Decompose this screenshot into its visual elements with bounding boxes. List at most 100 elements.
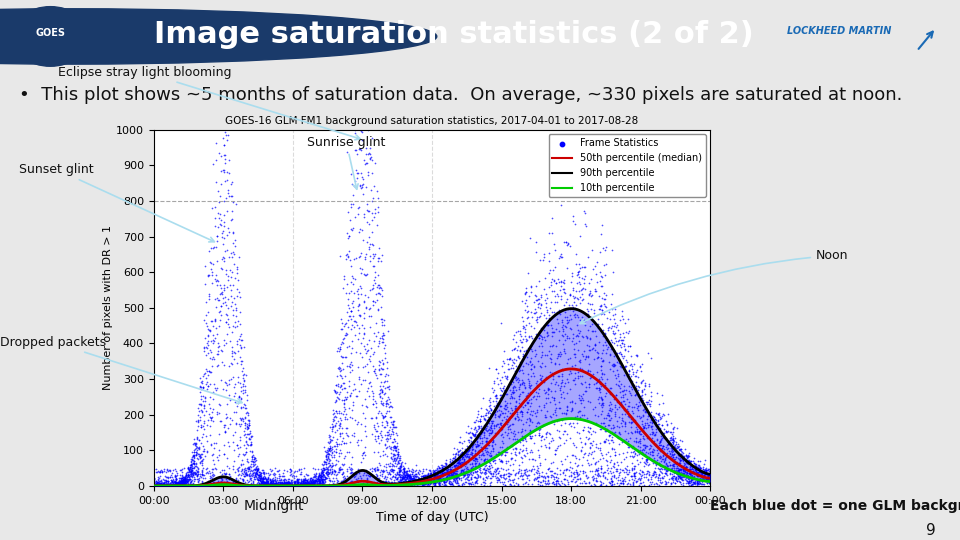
Point [662, 453, 678, 462]
Point [188, 466, 204, 475]
Point [604, 322, 619, 330]
Point [643, 400, 659, 408]
Point [594, 272, 610, 281]
Point [523, 283, 539, 292]
Point [296, 481, 311, 490]
Point [604, 361, 619, 369]
Point [584, 429, 599, 438]
Point [586, 476, 601, 484]
Point [318, 465, 333, 474]
Point [332, 343, 348, 352]
Point [158, 481, 174, 489]
Point [514, 415, 529, 424]
Point [262, 475, 277, 483]
Point [449, 464, 465, 472]
Point [168, 474, 183, 482]
Point [497, 404, 513, 413]
Point [388, 475, 403, 483]
Point [168, 479, 183, 488]
Point [347, 317, 362, 326]
Point [627, 470, 642, 479]
Point [193, 401, 208, 409]
Point [567, 399, 583, 408]
Point [218, 298, 233, 306]
Point [154, 481, 169, 490]
Point [439, 481, 454, 489]
Point [174, 480, 189, 488]
Point [396, 479, 411, 488]
Point [207, 333, 223, 342]
Point [523, 361, 539, 369]
Point [305, 464, 321, 472]
Point [457, 464, 472, 473]
Point [190, 417, 205, 426]
Point [472, 431, 488, 440]
Point [447, 473, 463, 482]
Point [557, 346, 572, 355]
Point [613, 478, 629, 487]
Point [668, 474, 684, 483]
Point [420, 469, 436, 478]
Point [548, 410, 564, 419]
Point [482, 426, 497, 434]
Point [581, 310, 596, 319]
Point [153, 477, 168, 486]
Point [162, 478, 178, 487]
Point [636, 424, 652, 433]
Point [552, 252, 567, 260]
Point [506, 359, 521, 367]
Point [589, 378, 605, 387]
Point [398, 477, 414, 485]
Point [390, 475, 405, 483]
Point [504, 406, 519, 414]
Point [275, 481, 290, 489]
Point [507, 414, 522, 423]
Point [537, 386, 552, 394]
Point [270, 478, 285, 487]
Point [351, 373, 367, 381]
Point [545, 340, 561, 349]
Point [324, 435, 339, 444]
Point [539, 413, 554, 422]
Point [435, 465, 450, 474]
Point [545, 372, 561, 380]
Point [636, 406, 651, 415]
Point [329, 442, 345, 450]
Point [703, 469, 718, 477]
Point [316, 460, 331, 469]
Point [638, 448, 654, 456]
Point [540, 389, 556, 398]
Point [615, 397, 631, 406]
Point [526, 476, 541, 484]
Point [612, 348, 628, 357]
Circle shape [12, 6, 89, 66]
Point [589, 477, 605, 485]
Point [194, 465, 209, 474]
Point [537, 389, 552, 398]
Point [402, 475, 418, 483]
Point [662, 428, 678, 436]
Point [505, 357, 520, 366]
Point [633, 446, 648, 455]
Point [574, 350, 589, 359]
Point [200, 367, 215, 375]
Point [553, 253, 568, 262]
Point [577, 468, 592, 476]
Point [155, 480, 170, 489]
Point [425, 477, 441, 486]
Point [337, 400, 352, 408]
Point [278, 479, 294, 488]
Point [663, 473, 679, 482]
Point [700, 471, 715, 480]
Point [475, 394, 491, 403]
Point [256, 468, 272, 477]
Point [374, 410, 390, 419]
Point [655, 444, 670, 453]
Point [372, 468, 388, 476]
Point [403, 474, 419, 482]
Point [328, 381, 344, 390]
Point [213, 316, 228, 325]
Point [154, 479, 169, 488]
Point [348, 330, 363, 339]
Point [253, 469, 269, 477]
